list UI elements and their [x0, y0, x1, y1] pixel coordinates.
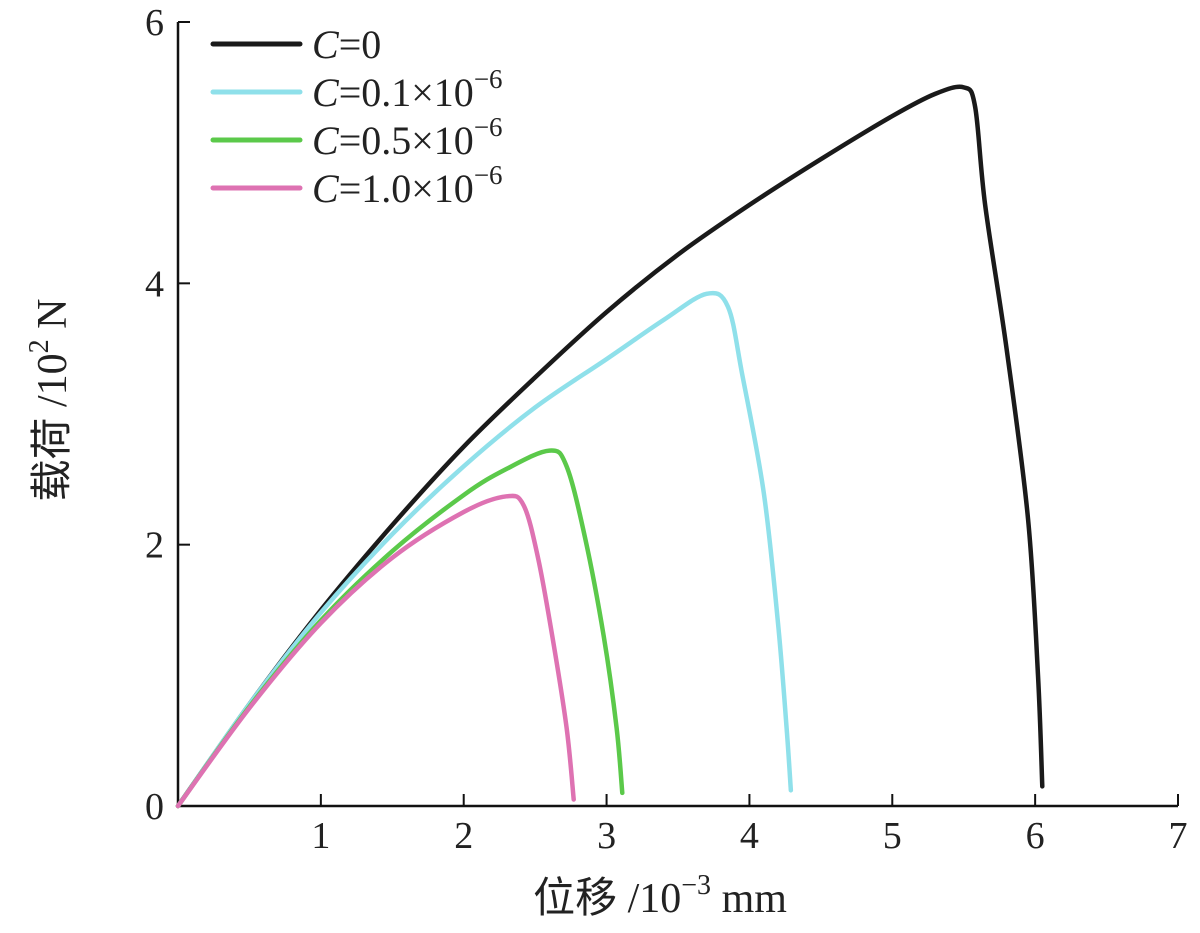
y-tick-label: 2	[145, 525, 164, 567]
x-tick-label: 5	[883, 815, 902, 857]
x-tick-label: 1	[311, 815, 330, 857]
ticks: 1 2 3 4 5 6 7 0 2 4 6	[145, 2, 1188, 857]
legend-label-3: C=0.5×10−6	[312, 112, 503, 163]
legend-label-4: C=1.0×10−6	[312, 160, 503, 211]
series-line-3	[175, 448, 625, 809]
series-line-2	[175, 290, 794, 809]
x-tick-label: 4	[740, 815, 759, 857]
x-tick-label: 2	[454, 815, 473, 857]
y-axis-title: 载荷 /102 N	[24, 298, 76, 501]
legend: C=0C=0.1×10−6C=0.5×10−6C=1.0×10−6	[210, 22, 503, 211]
axis-titles: 位移 /10−3 mm 载荷 /102 N	[24, 298, 787, 922]
x-tick-label: 3	[597, 815, 616, 857]
y-tick-label: 0	[145, 786, 164, 828]
x-tick-label: 7	[1169, 815, 1188, 857]
x-tick-label: 6	[1026, 815, 1045, 857]
legend-label-2: C=0.1×10−6	[312, 64, 503, 115]
axes	[176, 22, 1178, 808]
series-lines	[175, 84, 1045, 809]
x-axis-title: 位移 /10−3 mm	[533, 870, 787, 922]
y-tick-label: 6	[145, 2, 164, 44]
series-line-1	[175, 84, 1045, 809]
series-line-4	[175, 493, 576, 809]
legend-label-1: C=0	[312, 22, 381, 67]
y-tick-label: 4	[145, 263, 164, 305]
